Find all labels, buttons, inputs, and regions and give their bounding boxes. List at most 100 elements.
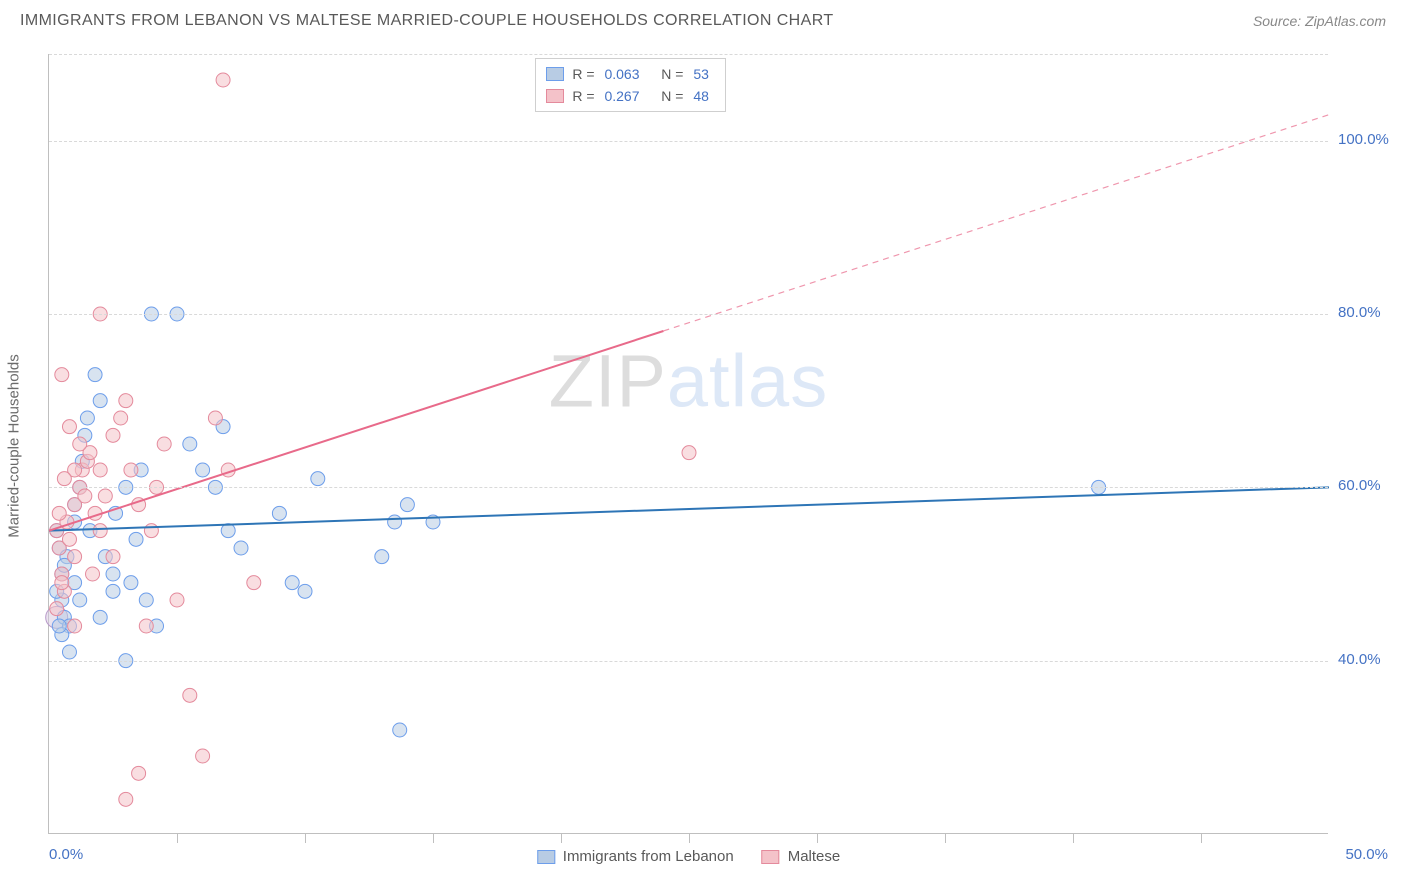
legend-stats-row: R = 0.267 N = 48 [546, 85, 715, 107]
scatter-point-series1 [272, 506, 286, 520]
scatter-point-series2 [170, 593, 184, 607]
scatter-point-series1 [106, 584, 120, 598]
gridline-h [49, 661, 1328, 662]
scatter-point-series1 [298, 584, 312, 598]
y-tick-label: 80.0% [1338, 304, 1398, 321]
legend-stats-row: R = 0.063 N = 53 [546, 63, 715, 85]
scatter-point-series2 [157, 437, 171, 451]
scatter-point-series1 [400, 498, 414, 512]
scatter-point-series2 [196, 749, 210, 763]
legend-r-value: R = 0.267 [572, 85, 645, 107]
legend-stats-box: R = 0.063 N = 53R = 0.267 N = 48 [535, 58, 726, 112]
x-tick [817, 833, 818, 843]
scatter-point-series2 [144, 524, 158, 538]
source-label: Source: ZipAtlas.com [1253, 13, 1386, 29]
scatter-point-series2 [68, 619, 82, 633]
legend-label: Immigrants from Lebanon [563, 848, 734, 865]
scatter-point-series2 [73, 437, 87, 451]
scatter-point-series2 [139, 619, 153, 633]
scatter-point-series1 [183, 437, 197, 451]
y-tick-label: 60.0% [1338, 477, 1398, 494]
scatter-point-series2 [682, 446, 696, 460]
trendline-dashed-series2 [663, 115, 1329, 331]
scatter-point-series2 [132, 766, 146, 780]
legend-n-value: N = 48 [654, 85, 715, 107]
legend-swatch [546, 67, 564, 81]
scatter-point-series2 [98, 489, 112, 503]
scatter-point-series2 [62, 532, 76, 546]
legend-swatch [546, 89, 564, 103]
trendline-series1 [49, 487, 1329, 530]
scatter-point-series2 [93, 463, 107, 477]
scatter-point-series2 [106, 550, 120, 564]
scatter-point-series1 [393, 723, 407, 737]
scatter-point-series1 [106, 567, 120, 581]
y-tick-label: 40.0% [1338, 651, 1398, 668]
legend-label: Maltese [788, 848, 841, 865]
legend-n-value: N = 53 [654, 63, 715, 85]
chart-plot-area: ZIPatlas R = 0.063 N = 53R = 0.267 N = 4… [48, 54, 1328, 834]
x-tick-label: 0.0% [49, 846, 83, 863]
scatter-point-series1 [139, 593, 153, 607]
scatter-point-series2 [124, 463, 138, 477]
scatter-point-series1 [52, 619, 66, 633]
scatter-point-series2 [114, 411, 128, 425]
x-tick-label: 50.0% [1345, 846, 1388, 863]
legend-item: Maltese [762, 848, 841, 865]
x-tick [561, 833, 562, 843]
chart-svg [49, 54, 1328, 833]
scatter-point-series2 [208, 411, 222, 425]
scatter-point-series1 [221, 524, 235, 538]
scatter-point-series2 [57, 472, 71, 486]
scatter-point-series1 [285, 576, 299, 590]
scatter-point-series2 [183, 688, 197, 702]
trendline-series2 [49, 331, 663, 531]
y-tick-label: 100.0% [1338, 131, 1398, 148]
x-tick [433, 833, 434, 843]
x-tick [689, 833, 690, 843]
scatter-point-series1 [129, 532, 143, 546]
scatter-point-series2 [62, 420, 76, 434]
legend-swatch [762, 850, 780, 864]
scatter-point-series1 [234, 541, 248, 555]
x-tick [1073, 833, 1074, 843]
x-tick [177, 833, 178, 843]
scatter-point-series2 [52, 506, 66, 520]
scatter-point-series2 [119, 792, 133, 806]
scatter-point-series2 [68, 550, 82, 564]
scatter-point-series2 [55, 368, 69, 382]
scatter-point-series2 [55, 576, 69, 590]
scatter-point-series1 [375, 550, 389, 564]
scatter-point-series2 [247, 576, 261, 590]
scatter-point-series2 [78, 489, 92, 503]
scatter-point-series1 [93, 610, 107, 624]
chart-title: IMMIGRANTS FROM LEBANON VS MALTESE MARRI… [20, 12, 834, 30]
scatter-point-series2 [93, 524, 107, 538]
legend-r-value: R = 0.063 [572, 63, 645, 85]
gridline-h [49, 54, 1328, 55]
y-axis-label: Married-couple Households [6, 354, 23, 537]
legend-bottom: Immigrants from Lebanon Maltese [537, 848, 840, 865]
scatter-point-series1 [388, 515, 402, 529]
scatter-point-series1 [62, 645, 76, 659]
scatter-point-series1 [73, 593, 87, 607]
gridline-h [49, 487, 1328, 488]
scatter-point-series2 [86, 567, 100, 581]
scatter-point-series2 [216, 73, 230, 87]
scatter-point-series1 [124, 576, 138, 590]
scatter-point-series1 [196, 463, 210, 477]
legend-swatch [537, 850, 555, 864]
scatter-point-series2 [106, 428, 120, 442]
x-tick [945, 833, 946, 843]
scatter-point-series1 [311, 472, 325, 486]
scatter-point-series2 [119, 394, 133, 408]
scatter-point-series1 [88, 368, 102, 382]
x-tick [1201, 833, 1202, 843]
scatter-point-series1 [80, 411, 94, 425]
legend-item: Immigrants from Lebanon [537, 848, 734, 865]
scatter-point-series1 [93, 394, 107, 408]
gridline-h [49, 314, 1328, 315]
scatter-point-series2 [50, 602, 64, 616]
x-tick [305, 833, 306, 843]
gridline-h [49, 141, 1328, 142]
